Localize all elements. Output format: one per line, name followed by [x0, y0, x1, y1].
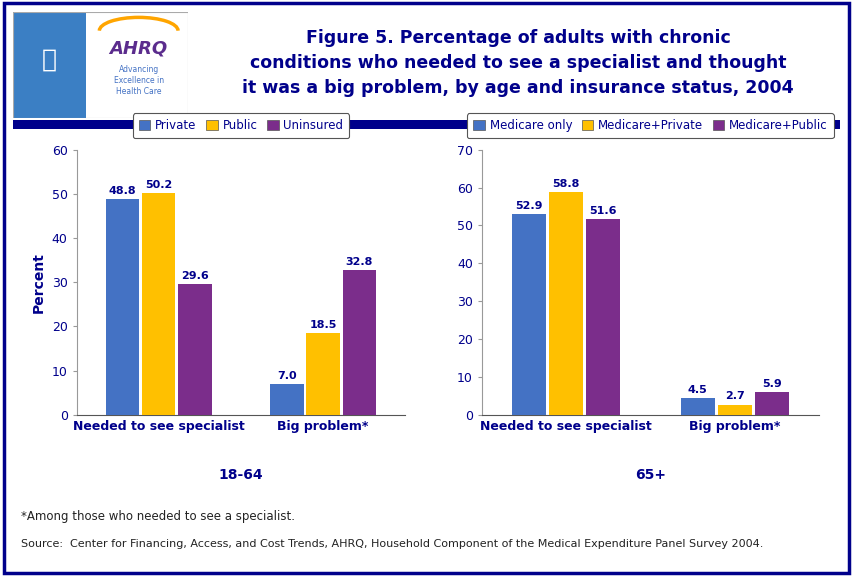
Text: *Among those who needed to see a specialist.: *Among those who needed to see a special… [21, 510, 295, 523]
Text: 50.2: 50.2 [145, 180, 172, 190]
Text: 48.8: 48.8 [109, 186, 136, 196]
Bar [13, 120, 839, 128]
Text: 4.5: 4.5 [687, 385, 706, 395]
Text: 32.8: 32.8 [345, 257, 372, 267]
Text: 29.6: 29.6 [181, 271, 209, 281]
Bar [306, 333, 339, 415]
Bar [680, 397, 714, 415]
Bar [585, 219, 619, 415]
Text: 58.8: 58.8 [552, 179, 579, 189]
Text: Source:  Center for Financing, Access, and Cost Trends, AHRQ, Household Componen: Source: Center for Financing, Access, an… [21, 539, 763, 548]
Text: AHRQ: AHRQ [110, 40, 168, 58]
Legend: Medicare only, Medicare+Private, Medicare+Public: Medicare only, Medicare+Private, Medicar… [467, 113, 832, 138]
Bar [549, 192, 583, 415]
Bar [717, 404, 751, 415]
Bar [178, 284, 211, 415]
Bar [13, 12, 86, 118]
Bar [106, 199, 139, 415]
Bar [754, 392, 788, 415]
Bar [270, 384, 303, 415]
Text: Advancing
Excellence in
Health Care: Advancing Excellence in Health Care [113, 65, 164, 96]
Bar [86, 12, 187, 118]
Text: 5.9: 5.9 [761, 379, 780, 389]
Text: Figure 5. Percentage of adults with chronic
conditions who needed to see a speci: Figure 5. Percentage of adults with chro… [242, 29, 793, 97]
Text: 18.5: 18.5 [309, 320, 337, 330]
Text: 18-64: 18-64 [218, 468, 263, 482]
Text: 65+: 65+ [634, 468, 665, 482]
Bar [343, 270, 376, 415]
Text: 2.7: 2.7 [724, 391, 744, 401]
Bar [511, 214, 545, 415]
Text: 🦅: 🦅 [42, 47, 57, 71]
Text: 52.9: 52.9 [515, 201, 542, 211]
Y-axis label: Percent: Percent [32, 252, 46, 313]
Text: 7.0: 7.0 [277, 370, 296, 381]
Text: 51.6: 51.6 [589, 206, 616, 216]
Legend: Private, Public, Uninsured: Private, Public, Uninsured [133, 113, 348, 138]
Bar [142, 193, 176, 415]
